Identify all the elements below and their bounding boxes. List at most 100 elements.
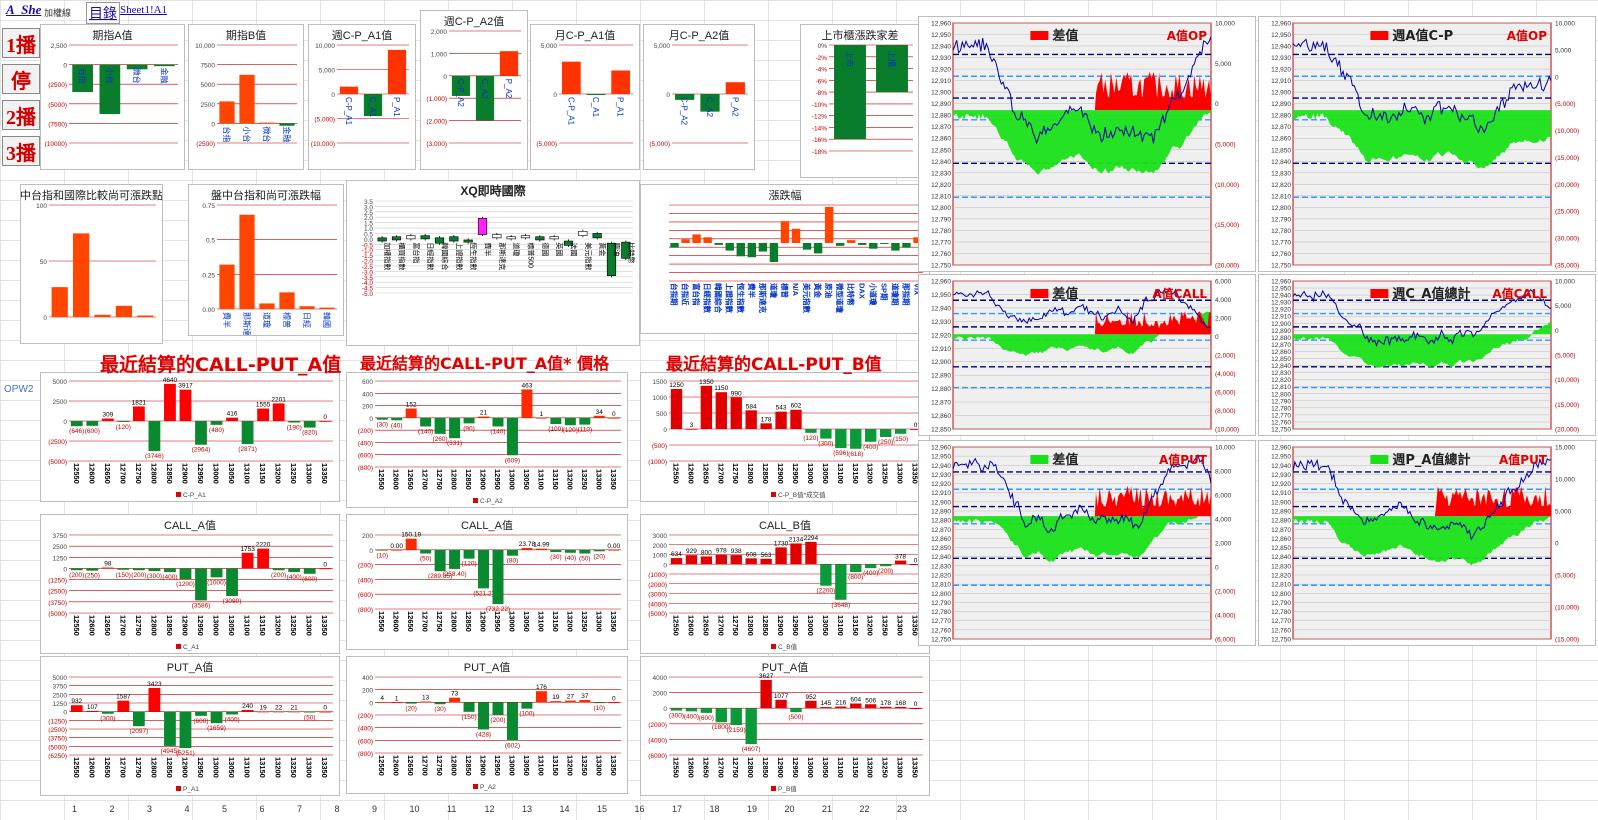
category-label: 13150 — [851, 757, 860, 778]
data-label: (602) — [505, 742, 520, 749]
bar — [126, 64, 148, 70]
data-label: (150) — [461, 714, 476, 721]
weighted-line-label[interactable]: 加權線 — [44, 8, 72, 18]
bar — [99, 64, 121, 114]
category-label: 13100 — [536, 611, 545, 632]
category-label: C_A2 — [705, 97, 714, 118]
bar — [521, 548, 533, 550]
chart-call-put-a-price: 600 400 200 0 (200) (400) (600) (800) (30) 12550 (… — [346, 372, 628, 508]
index-line — [952, 454, 1212, 533]
legend-swatch — [1030, 289, 1049, 298]
tick-label: -1.0 — [362, 248, 374, 255]
left-tick: 12,770 — [1271, 412, 1291, 419]
data-label: (100) — [519, 711, 534, 718]
data-label: (40) — [565, 555, 577, 562]
candle-body — [420, 235, 430, 240]
category-label: 比特幣 — [846, 283, 856, 306]
left-tick: 12,860 — [1271, 136, 1291, 143]
left-tick: 12,930 — [1271, 300, 1291, 307]
data-label: 2134 — [789, 536, 804, 543]
right-tick: (10,000) — [1555, 377, 1579, 384]
candle-body — [563, 240, 574, 246]
category-label: 12700 — [118, 615, 127, 636]
category-label: 台指 — [78, 68, 88, 84]
plot-area — [952, 280, 1212, 430]
bar — [492, 417, 504, 427]
category-label: 12550 — [72, 615, 81, 636]
tick-label: 1.0 — [364, 226, 373, 233]
data-label: 563 — [761, 552, 772, 559]
category-label: 13300 — [594, 469, 603, 490]
tick-label: (600) — [358, 738, 373, 745]
category-label: 13250 — [881, 757, 890, 778]
category-label: 12750 — [134, 615, 143, 636]
tick-label: (500) — [652, 443, 667, 450]
bar — [288, 711, 301, 713]
data-label: (1000) — [207, 579, 226, 586]
chart-title: 週P_A值總計 — [1392, 452, 1470, 468]
category-label: 12950 — [791, 615, 800, 636]
left-tick: 12,780 — [931, 228, 951, 235]
toc-link[interactable]: 目錄 — [86, 2, 120, 24]
right-tick: 6,000 — [1215, 493, 1232, 500]
data-label: 608 — [746, 551, 757, 558]
legend-swatch — [473, 498, 478, 503]
data-label: (2159) — [727, 727, 746, 734]
category-label: 13350 — [609, 755, 618, 776]
data-label: (50) — [579, 556, 591, 563]
right-tick: (15,000) — [1215, 222, 1239, 229]
chart-tag: A值PUT — [1159, 452, 1208, 467]
bar — [319, 307, 335, 309]
play2-button[interactable]: 2播 — [2, 100, 40, 130]
category-label: 12700 — [421, 755, 430, 776]
legend-label: P_A2 — [480, 784, 496, 791]
category-label: 12650 — [701, 463, 710, 484]
left-tick: 12,810 — [1271, 582, 1291, 589]
bar — [670, 389, 683, 429]
bar — [891, 243, 900, 251]
bar — [405, 538, 417, 550]
left-tick: 12,950 — [931, 454, 951, 461]
bar — [550, 417, 562, 424]
bar — [685, 428, 698, 430]
tick-label: (1250) — [48, 578, 67, 585]
category-label: 12850 — [165, 463, 174, 484]
data-label: (1800) — [712, 724, 731, 731]
tick-label: -4.5 — [362, 286, 374, 293]
category-label: 12650 — [406, 611, 415, 632]
tick-label: (200) — [358, 428, 373, 435]
bar — [319, 421, 332, 422]
category-label: 13050 — [227, 757, 236, 778]
bar — [820, 707, 832, 709]
category-label: C-P_A1 — [566, 97, 575, 126]
category-label: 13300 — [594, 755, 603, 776]
data-label: (5251) — [176, 750, 195, 757]
left-tick: 12,950 — [931, 292, 951, 299]
category-label: 12700 — [716, 615, 725, 636]
data-label: (40) — [391, 422, 403, 429]
tick-label: (4000) — [648, 601, 667, 608]
legend-swatch — [771, 644, 776, 649]
category-label: 13200 — [866, 463, 875, 484]
chart-call-put-b: 1500 1000 500 0 (500) (1000) 1250 12550 3 12600 13… — [640, 372, 930, 502]
bar — [593, 415, 605, 418]
a-sheet-link[interactable]: A_She — [6, 2, 42, 17]
bar — [257, 408, 270, 421]
play1-button[interactable]: 1播 — [2, 28, 40, 58]
play3-button[interactable]: 3播 — [2, 136, 40, 166]
tick-label: 10,000 — [315, 43, 335, 50]
legend-swatch — [1370, 31, 1389, 40]
category-label: 12550 — [671, 757, 680, 778]
bar — [463, 417, 475, 424]
stop-button[interactable]: 停 — [2, 64, 40, 94]
tick-label: -4% — [815, 67, 827, 74]
tick-label: 0 — [443, 74, 447, 81]
right-tick: (5,000) — [1215, 142, 1236, 149]
sheet1-link[interactable]: Sheet1!A1 — [120, 4, 168, 16]
data-label: (140) — [490, 428, 505, 435]
data-label: 543 — [776, 405, 787, 412]
data-label: (90) — [463, 425, 475, 432]
category-label: 小道瓊 — [868, 283, 878, 306]
bar — [420, 549, 432, 554]
category-label: 13200 — [274, 463, 283, 484]
